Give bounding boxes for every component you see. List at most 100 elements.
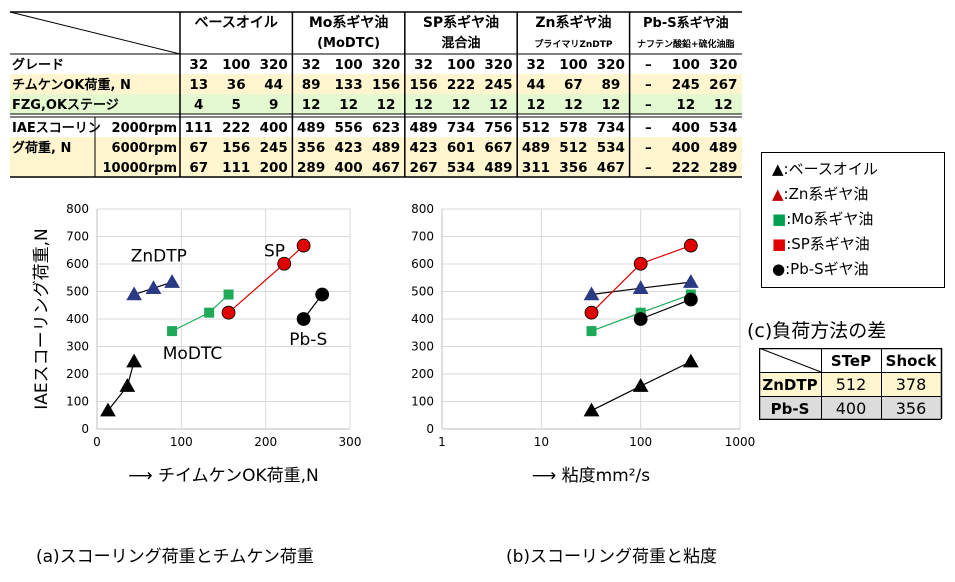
row-bg-3: [10, 117, 742, 137]
point-4-0: [633, 312, 648, 326]
legend-item-4: ●:Pb-Sギヤ油: [772, 257, 944, 282]
chart-scoring-vs-viscosity: 0 100 200 300 400 500 600 700 800 1 10 100 1000 IAEスコ…: [395, 202, 755, 486]
cell-0-1-2: 320: [372, 57, 400, 73]
row-label-1: チムケンOK荷重, N: [12, 77, 131, 93]
legend-item-3: ■:SP系ギヤ油: [772, 232, 944, 257]
cell-3-2-1: 734: [447, 120, 475, 136]
legend-label-1: :Zn系ギヤ油: [783, 185, 869, 203]
row-bg-2: [10, 94, 742, 114]
row-sublabel-5: 10000rpm: [103, 161, 178, 176]
cell-5-2-2: 489: [484, 160, 512, 176]
annotation-2: MoDTC: [163, 344, 222, 364]
point-1-0: [126, 286, 142, 301]
y-tick-label-0: 0: [81, 422, 89, 436]
row-sublabel-4: 6000rpm: [112, 141, 177, 156]
point-2-2: [223, 289, 234, 300]
group-subheader-2: 混合油: [441, 35, 480, 51]
cell-4-4-0: –: [645, 140, 652, 156]
y-tick-label-8: 800: [411, 202, 434, 216]
annotation-0: ZnDTP: [131, 246, 187, 266]
cell-3-0-2: 400: [260, 120, 288, 136]
series-line-2: [171, 294, 229, 332]
series-line-3: [591, 245, 692, 314]
cell-4-1-2: 489: [372, 140, 400, 156]
legend-symbol-1: ▲: [772, 185, 784, 203]
cell-3-1-1: 556: [335, 120, 363, 136]
y-tick-label-1: 100: [411, 395, 434, 409]
cell-1-2-2: 245: [484, 77, 512, 93]
cell-5-0-1: 111: [222, 160, 250, 176]
cell-0-2-0: 32: [414, 57, 433, 73]
cell-1-4-0: –: [645, 77, 652, 93]
load-method-table: STeP Shock ZnDTP 512 378 Pb-S 400 356: [759, 348, 943, 420]
cell-1-1-2: 156: [372, 77, 400, 93]
x-tick-label-1: 100: [170, 435, 193, 449]
cell-4-4-2: 489: [709, 140, 737, 156]
x-tick-label-1: 10: [534, 435, 549, 449]
cell-5-1-2: 467: [372, 160, 400, 176]
cell-2-3-2: 12: [601, 97, 620, 113]
cell-2-1-0: 12: [302, 97, 321, 113]
cell-4-3-0: 489: [522, 140, 550, 156]
cell-4-1-0: 356: [297, 140, 325, 156]
cell-0-0-1: 100: [222, 57, 250, 73]
small-cell-0-1: 378: [896, 375, 927, 394]
point-0-1: [632, 378, 649, 392]
point-3-2: [683, 238, 698, 253]
y-tick-label-4: 400: [66, 312, 89, 326]
cell-5-4-1: 222: [672, 160, 700, 176]
cell-1-3-0: 44: [527, 77, 546, 93]
small-cell-1-1: 356: [896, 399, 927, 418]
cell-3-4-0: –: [645, 120, 652, 136]
cell-0-3-0: 32: [527, 57, 546, 73]
series-line-4: [640, 298, 692, 320]
x-tick-label-3: 300: [339, 435, 362, 449]
cell-2-0-0: 4: [194, 97, 203, 113]
group-subheader-3: プライマリZnDTP: [534, 38, 613, 50]
cell-2-2-0: 12: [414, 97, 433, 113]
y-tick-label-7: 700: [66, 230, 89, 244]
legend-symbol-2: ■: [772, 210, 787, 228]
legend-symbol-4: ●: [772, 260, 786, 278]
cell-1-3-1: 67: [564, 77, 583, 93]
point-4-1: [683, 292, 698, 307]
y-tick-label-4: 400: [411, 312, 434, 326]
cell-4-0-0: 67: [189, 140, 208, 156]
cell-0-1-1: 100: [335, 57, 363, 73]
cell-0-2-1: 100: [447, 57, 475, 73]
legend-label-3: :SP系ギヤ油: [786, 235, 870, 253]
cell-3-3-1: 578: [559, 120, 587, 136]
x-tick-label-0: 1: [438, 435, 446, 449]
annotation-1: SP: [264, 241, 285, 261]
point-3-1: [633, 256, 648, 271]
cell-0-1-0: 32: [302, 57, 321, 73]
point-3-0: [221, 305, 236, 320]
cell-1-4-2: 267: [709, 77, 737, 93]
point-3-0: [584, 305, 599, 320]
cell-3-4-1: 400: [672, 120, 700, 136]
cell-1-2-1: 222: [447, 77, 475, 93]
cell-3-3-0: 512: [522, 120, 550, 136]
point-1-1: [145, 280, 162, 294]
row-bg-5: [10, 157, 742, 177]
point-1-2: [164, 274, 180, 288]
header-diagonal: [9, 11, 181, 55]
cell-1-4-1: 245: [672, 77, 700, 93]
cell-1-1-0: 89: [302, 77, 321, 93]
cell-2-2-1: 12: [452, 97, 471, 113]
y-tick-label-7: 700: [411, 230, 434, 244]
cell-5-2-1: 534: [447, 160, 475, 176]
point-1-1: [632, 280, 649, 294]
group-subheader-1: (MoDTC): [317, 36, 380, 51]
cell-2-4-0: –: [645, 97, 652, 113]
cell-5-1-1: 400: [335, 160, 363, 176]
chart-scoring-vs-timken: 0 100 200 300 400 500 600 700 800 0 100 200 300 ZnDTP…: [32, 202, 362, 486]
group-header-4: Pb-S系ギヤ油: [643, 15, 729, 31]
legend-item-2: ■:Mo系ギヤ油: [772, 207, 944, 232]
point-4-0: [296, 312, 311, 326]
cell-2-4-1: 12: [676, 97, 695, 113]
cell-2-1-1: 12: [339, 97, 358, 113]
cell-0-3-2: 320: [597, 57, 625, 73]
cell-5-3-0: 311: [522, 160, 550, 176]
